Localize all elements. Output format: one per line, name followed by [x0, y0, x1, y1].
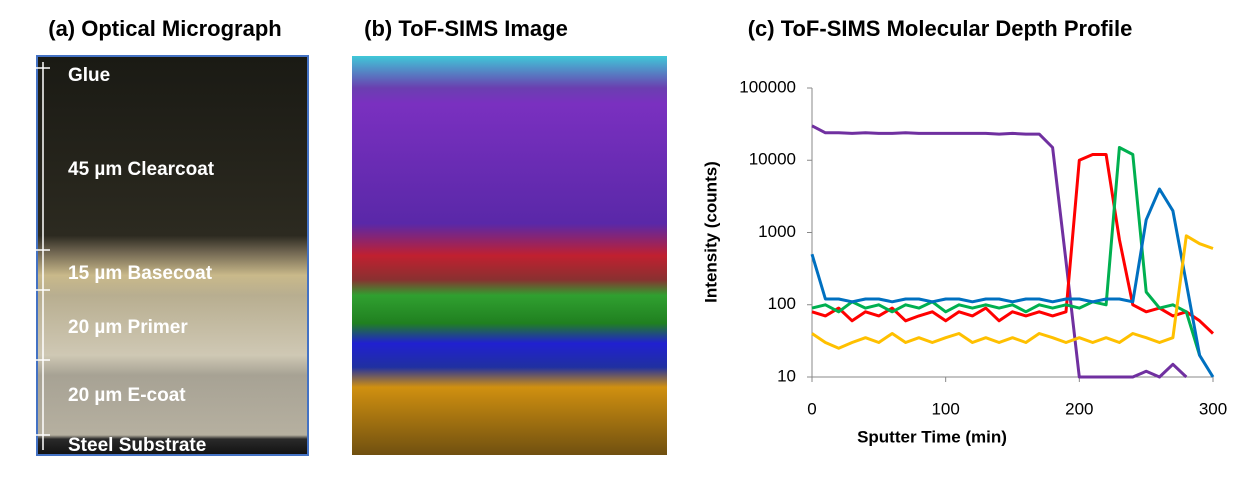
panel-title: (a) Optical Micrograph: [48, 16, 281, 41]
x-axis-label: Sputter Time (min): [857, 427, 1007, 446]
series-line: [811, 146, 1202, 356]
layer-label: Steel Substrate: [68, 435, 206, 456]
layer-label: 15 µm Basecoat: [68, 263, 213, 284]
layer-arrows: [36, 62, 50, 450]
x-tick-label: 300: [1199, 399, 1227, 418]
x-tick-label: 200: [1065, 399, 1093, 418]
y-tick-label: 10000: [749, 150, 796, 169]
series-line: [811, 153, 1215, 335]
series-line: [810, 187, 1215, 378]
x-tick-label: 100: [931, 399, 959, 418]
layer-label: 20 µm E-coat: [68, 385, 186, 406]
layer-label: 20 µm Primer: [68, 317, 188, 338]
y-axis-label: Intensity (counts): [701, 161, 720, 303]
chart-title: (c) ToF-SIMS Molecular Depth Profile: [748, 16, 1133, 41]
y-tick-label: 100000: [739, 77, 796, 96]
layer-label: Glue: [68, 65, 110, 86]
micrograph: [36, 55, 309, 456]
layer-label: 45 µm Clearcoat: [68, 159, 215, 180]
y-tick-label: 10: [777, 366, 796, 385]
y-tick-label: 1000: [758, 222, 796, 241]
y-tick-label: 100: [768, 294, 796, 313]
panel-title: (b) ToF-SIMS Image: [364, 16, 568, 41]
sims-image: [352, 56, 667, 455]
series-line: [811, 234, 1214, 350]
x-tick-label: 0: [807, 399, 816, 418]
series-line: [811, 124, 1188, 379]
